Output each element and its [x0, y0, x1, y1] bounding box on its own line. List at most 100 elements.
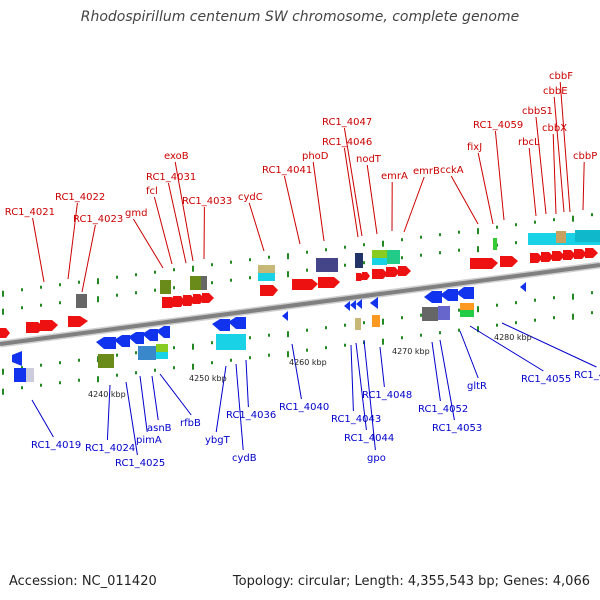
gene-arrow[interactable] [456, 287, 474, 299]
gene-arrow[interactable] [114, 335, 130, 347]
gene-arrow[interactable] [282, 311, 288, 321]
gene-arrow[interactable] [470, 258, 498, 269]
gene-block[interactable] [316, 258, 338, 272]
gene-block[interactable] [372, 258, 387, 265]
gene-block[interactable] [138, 346, 156, 360]
fwd-gene-label[interactable]: RC1_4041 [262, 165, 312, 176]
gene-arrow[interactable] [563, 250, 576, 260]
gene-block[interactable] [258, 273, 275, 281]
fwd-gene-label[interactable]: exoB [164, 151, 189, 162]
gene-arrow[interactable] [574, 249, 587, 259]
gene-arrow[interactable] [96, 337, 116, 349]
gene-arrow[interactable] [350, 300, 356, 310]
rev-gene-label[interactable]: RC1_4025 [115, 458, 165, 469]
gene-block[interactable] [98, 354, 114, 368]
gene-arrow[interactable] [372, 269, 388, 279]
gene-arrow[interactable] [541, 252, 554, 262]
rev-gene-label[interactable]: ybgT [205, 435, 231, 446]
gene-block[interactable] [493, 238, 497, 250]
gene-arrow[interactable] [228, 317, 246, 329]
gene-arrow[interactable] [26, 322, 44, 333]
gene-arrow[interactable] [552, 251, 565, 261]
fwd-gene-label[interactable]: cbbX [542, 123, 567, 134]
gene-arrow[interactable] [398, 266, 411, 276]
gene-arrow[interactable] [386, 267, 400, 277]
fwd-gene-label[interactable]: emrB [413, 166, 440, 177]
fwd-gene-label[interactable]: rbcL [518, 137, 540, 148]
gene-block[interactable] [76, 294, 87, 308]
gene-block[interactable] [387, 250, 400, 264]
rev-gene-label[interactable]: cydB [232, 453, 257, 464]
fwd-gene-label[interactable]: fixJ [467, 142, 482, 153]
gene-block[interactable] [460, 310, 474, 317]
fwd-gene-label[interactable]: RC1_4059 [473, 120, 523, 131]
fwd-gene-label[interactable]: cbbP [573, 151, 597, 162]
rev-gene-label[interactable]: RC1_4056 [574, 370, 600, 381]
rev-gene-label[interactable]: pimA [136, 435, 162, 446]
fwd-gene-label[interactable]: RC1_4021 [5, 207, 55, 218]
gene-arrow[interactable] [173, 296, 185, 307]
gene-arrow[interactable] [356, 299, 362, 309]
gene-block[interactable] [258, 265, 275, 273]
rev-gene-label[interactable]: RC1_4044 [344, 433, 394, 444]
rev-gene-label[interactable]: RC1_4040 [279, 402, 329, 413]
gene-arrow[interactable] [162, 297, 176, 308]
fwd-gene-label[interactable]: RC1_4031 [146, 172, 196, 183]
fwd-gene-label[interactable]: RC1_4047 [322, 117, 372, 128]
fwd-gene-label[interactable]: cydC [238, 192, 263, 203]
gene-arrow[interactable] [40, 320, 58, 331]
gene-block[interactable] [556, 231, 566, 243]
fwd-gene-label[interactable]: gmd [125, 208, 147, 219]
gene-arrow[interactable] [585, 248, 598, 258]
rev-gene-label[interactable]: RC1_4052 [418, 404, 468, 415]
gene-arrow[interactable] [156, 326, 170, 338]
gene-arrow[interactable] [318, 277, 340, 288]
gene-block[interactable] [460, 303, 474, 310]
gene-arrow[interactable] [362, 272, 370, 280]
gene-block[interactable] [355, 318, 361, 330]
fwd-gene-label[interactable]: cbbS1 [522, 106, 553, 117]
rev-gene-label[interactable]: asnB [147, 423, 172, 434]
gene-arrow[interactable] [370, 297, 378, 309]
fwd-gene-label[interactable]: cbbF [549, 71, 573, 82]
rev-gene-label[interactable]: rfbB [180, 418, 201, 429]
gene-arrow[interactable] [202, 293, 214, 303]
rev-gene-label[interactable]: RC1_4048 [362, 390, 412, 401]
rev-gene-label[interactable]: RC1_4019 [31, 440, 81, 451]
gene-block[interactable] [156, 344, 168, 352]
gene-arrow[interactable] [68, 316, 88, 327]
gene-arrow[interactable] [128, 332, 144, 344]
gene-arrow[interactable] [260, 285, 278, 296]
gene-block[interactable] [438, 306, 450, 320]
rev-gene-label[interactable]: RC1_4024 [85, 443, 135, 454]
gene-block[interactable] [216, 334, 246, 350]
gene-block[interactable] [26, 368, 34, 382]
gene-block[interactable] [372, 250, 387, 258]
gene-arrow[interactable] [424, 291, 442, 303]
fwd-gene-label[interactable]: fcl [146, 186, 158, 197]
gene-block[interactable] [355, 253, 363, 268]
gene-arrow[interactable] [440, 289, 458, 301]
gene-block[interactable] [422, 307, 438, 321]
fwd-gene-label[interactable]: RC1_4023 [73, 214, 123, 225]
rev-gene-label[interactable]: RC1_4053 [432, 423, 482, 434]
gene-block[interactable] [575, 230, 600, 242]
rev-gene-label[interactable]: gpo [367, 453, 386, 464]
gene-block[interactable] [160, 280, 171, 294]
rev-gene-label[interactable]: RC1_4036 [226, 410, 276, 421]
fwd-gene-label[interactable]: RC1_4033 [182, 196, 232, 207]
fwd-gene-label[interactable]: cbbE [543, 86, 568, 97]
gene-arrow[interactable] [520, 282, 526, 292]
gene-arrow[interactable] [500, 256, 518, 267]
rev-gene-label[interactable]: RC1_4043 [331, 414, 381, 425]
gene-arrow[interactable] [292, 279, 318, 290]
gene-arrow[interactable] [183, 295, 195, 306]
gene-arrow[interactable] [0, 328, 10, 338]
fwd-gene-label[interactable]: phoD [302, 151, 329, 162]
gene-arrow[interactable] [344, 301, 350, 311]
rev-gene-label[interactable]: RC1_4055 [521, 374, 571, 385]
rev-gene-label[interactable]: gltR [467, 381, 487, 392]
gene-arrow[interactable] [530, 253, 543, 263]
fwd-gene-label[interactable]: cckA [440, 165, 464, 176]
gene-block[interactable] [156, 352, 168, 359]
